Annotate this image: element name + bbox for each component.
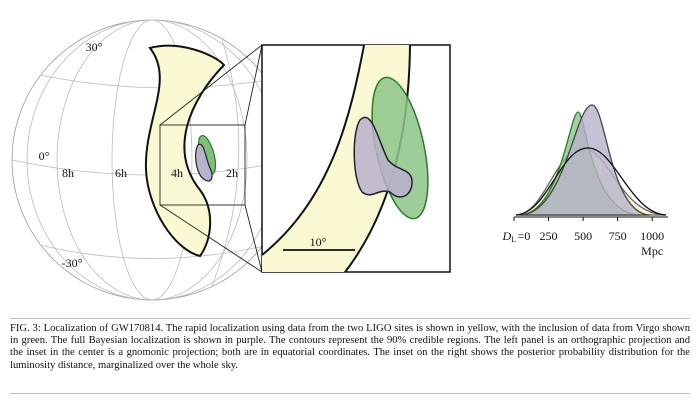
caption-label: FIG. 3: bbox=[10, 323, 41, 334]
latitude-label: -30° bbox=[62, 256, 83, 270]
gnomonic-inset bbox=[261, 44, 451, 273]
caption-text: Localization of GW170814. The rapid loca… bbox=[10, 323, 690, 371]
yellow-region bbox=[144, 44, 226, 258]
ra-label: 8h bbox=[62, 166, 74, 180]
ra-label: 2h bbox=[226, 166, 238, 180]
latitude-label: 30° bbox=[86, 40, 103, 54]
latitude-label: 0° bbox=[39, 149, 50, 163]
ra-label: 4h bbox=[171, 166, 183, 180]
caption: FIG. 3: Localization of GW170814. The ra… bbox=[10, 318, 690, 394]
figure: DL 30° 0° -30° 8h 6h 4h 2h 10° =0 250 500 750 1000Mp… bbox=[11, 19, 668, 301]
distance-curves bbox=[514, 104, 668, 218]
scale-label: 10° bbox=[310, 235, 327, 249]
subscript: L bbox=[511, 235, 516, 244]
ra-label: 6h bbox=[115, 166, 127, 180]
x-tick-label: =0 bbox=[518, 229, 531, 243]
x-tick-label: 250 bbox=[540, 229, 558, 243]
inset-link bbox=[159, 44, 263, 273]
purple-region bbox=[195, 143, 213, 182]
x-tick-label: 1000 bbox=[640, 229, 664, 243]
symbol: D bbox=[501, 229, 511, 243]
axis-unit: Mpc bbox=[641, 244, 663, 258]
axis-symbol: DL bbox=[501, 229, 516, 244]
x-tick-label: 750 bbox=[609, 229, 627, 243]
x-tick-label: 500 bbox=[574, 229, 592, 243]
